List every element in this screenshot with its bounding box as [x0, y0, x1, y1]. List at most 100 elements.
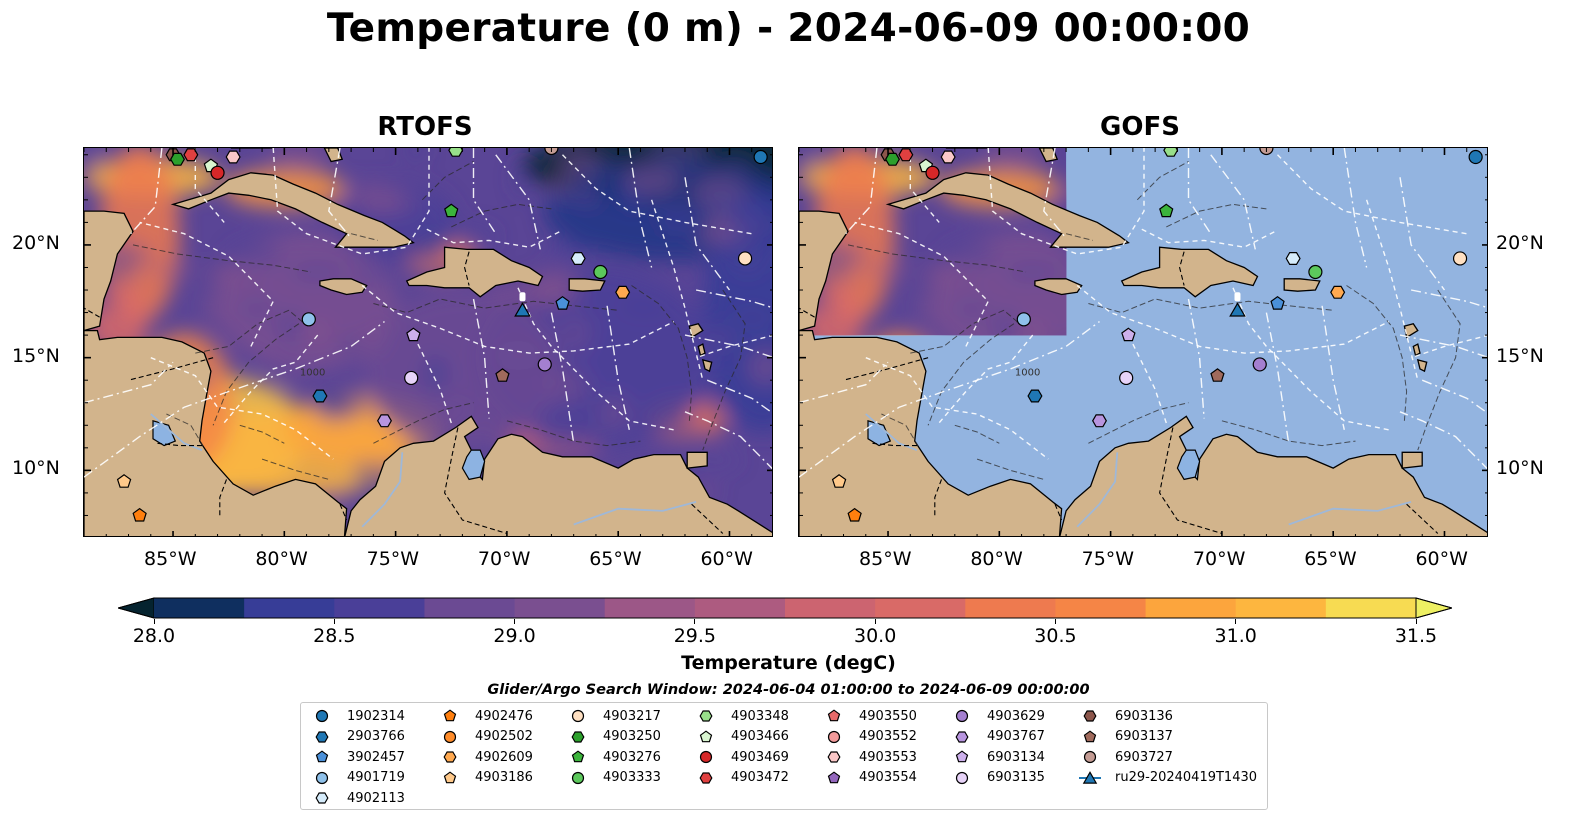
river-0: [1076, 452, 1119, 528]
search-window-text: Glider/Argo Search Window: 2024-06-04 01…: [487, 682, 1090, 698]
gofs-marker-4902609[interactable]: [1330, 285, 1346, 299]
legend-symbol: [571, 709, 585, 723]
rtofs-marker-4903469[interactable]: [210, 165, 225, 180]
land-south-america: [1059, 415, 1487, 536]
country-border-4: [444, 427, 508, 535]
rtofs-map[interactable]: 1000: [83, 147, 773, 537]
rtofs-marker-3902457[interactable]: [555, 295, 570, 310]
gofs-marker-4903333[interactable]: [1308, 264, 1323, 280]
gofs-marker-4903553[interactable]: [940, 150, 956, 164]
gofs-float-markers: [831, 148, 1483, 522]
land-jamaica: [1034, 278, 1083, 296]
gofs-marker-4901719[interactable]: [1016, 312, 1031, 327]
eez-dashdot-line-8: [550, 312, 575, 444]
legend-label: 3902457: [347, 749, 405, 765]
legend-symbol: [1083, 729, 1097, 742]
rtofs-marker-4903217[interactable]: [737, 251, 753, 266]
country-border-2: [219, 479, 228, 516]
rtofs-marker-4902476[interactable]: [132, 507, 147, 522]
legend-symbol: [955, 771, 969, 784]
legend-item: 4903469: [695, 747, 789, 767]
legend-marker-circle-icon: [955, 709, 969, 723]
rtofs-marker-ru29-20240419T1430[interactable]: [514, 302, 531, 317]
eez-dashdot-line-4: [628, 148, 653, 268]
eez-line-6: [517, 287, 674, 431]
legend-symbol: [1083, 710, 1097, 722]
gofs-map[interactable]: 1000: [798, 147, 1488, 537]
eez-line-5: [417, 343, 452, 424]
colorbar-tick-mark: [1415, 619, 1417, 624]
rtofs-marker-4903472[interactable]: [183, 148, 199, 162]
gofs-marker-4903186[interactable]: [831, 474, 847, 488]
legend-marker-pentagon-icon: [699, 729, 713, 742]
gofs-marker-4903629[interactable]: [1252, 357, 1267, 372]
eez-dashdot-line-6: [84, 321, 385, 478]
gofs-marker-4903276[interactable]: [1159, 203, 1174, 218]
gofs-marker-4903469[interactable]: [925, 165, 940, 180]
gofs-marker-1902314[interactable]: [1468, 149, 1483, 165]
colorbar-segment: [1055, 598, 1147, 618]
gofs-marker-4903472[interactable]: [898, 148, 914, 162]
gofs-marker-4902113[interactable]: [1285, 251, 1301, 266]
legend-item: 6903727: [1079, 747, 1173, 767]
rtofs-marker-1902314[interactable]: [753, 149, 768, 165]
gofs-marker-6903137[interactable]: [1210, 368, 1225, 382]
rtofs-marker-4902609[interactable]: [615, 285, 631, 299]
rtofs-lon-tick-label: 60°W: [700, 548, 753, 570]
legend-symbol: [827, 730, 841, 743]
eez-line-7: [426, 228, 561, 248]
legend-label: 4903554: [859, 770, 917, 785]
rtofs-marker-2903766[interactable]: [312, 389, 328, 403]
isobath-5: [1088, 402, 1189, 444]
gofs-marker-6903134[interactable]: [1121, 327, 1136, 342]
gofs-lat-tick-label: 20°N: [1496, 231, 1544, 254]
legend-label: 4903472: [731, 770, 789, 785]
rtofs-marker-4903186[interactable]: [116, 474, 132, 488]
figure-title: Temperature (0 m) - 2024-06-09 00:00:00: [326, 6, 1251, 51]
gofs-marker-3902457[interactable]: [1270, 295, 1285, 310]
gofs-marker-ru29-20240419T1430[interactable]: [1229, 302, 1246, 317]
legend-item: 4903554: [823, 768, 917, 788]
rtofs-marker-6903134[interactable]: [406, 327, 421, 342]
legend-item: 4903333: [567, 768, 661, 788]
rtofs-marker-4903250[interactable]: [170, 152, 185, 166]
rtofs-marker-6903137[interactable]: [495, 368, 510, 382]
eez-dashdot-line-5: [684, 177, 731, 291]
gofs-marker-6903135[interactable]: [1119, 370, 1134, 386]
rtofs-marker-4903553[interactable]: [225, 150, 241, 164]
rtofs-marker-4903348[interactable]: [448, 148, 464, 157]
legend-symbol: [443, 730, 457, 743]
rtofs-marker-4903767[interactable]: [377, 414, 392, 428]
legend-marker-hexagon-icon: [1083, 710, 1097, 722]
colorbar-segment: [334, 598, 425, 618]
legend-marker-pentagon-icon: [571, 750, 585, 763]
legend-item: 4903276: [567, 747, 661, 767]
eez-dashdot-line-0: [130, 148, 163, 235]
rtofs-marker-4903629[interactable]: [537, 357, 552, 372]
rtofs-marker-4902113[interactable]: [570, 251, 586, 266]
rtofs-marker-4903276[interactable]: [444, 203, 459, 218]
colorbar-tick-mark: [153, 619, 155, 624]
rtofs-marker-6903135[interactable]: [404, 370, 419, 386]
eez-dashdot-line-9: [1321, 305, 1345, 430]
gofs-marker-4903348[interactable]: [1163, 148, 1179, 157]
legend-symbol: [827, 709, 841, 722]
rtofs-marker-4903333[interactable]: [593, 264, 608, 280]
eez-dashdot-line-1: [328, 148, 352, 239]
legend-symbol: [699, 710, 713, 722]
gofs-marker-4903250[interactable]: [885, 152, 900, 166]
lake-nicaragua: [152, 420, 177, 447]
gofs-marker-4903217[interactable]: [1452, 251, 1468, 266]
legend-marker-pentagon-icon: [827, 770, 841, 783]
country-border-0: [843, 357, 929, 381]
river-1: [1288, 501, 1412, 526]
legend-label: 6903135: [987, 770, 1045, 785]
legend-label: 4903767: [987, 729, 1045, 744]
legend-label: 4902502: [475, 729, 533, 744]
gofs-marker-2903766[interactable]: [1027, 389, 1043, 403]
legend-item: 6903136: [1079, 706, 1173, 726]
gofs-marker-4902476[interactable]: [847, 507, 862, 522]
rtofs-marker-4901719[interactable]: [301, 312, 316, 327]
gofs-marker-4903767[interactable]: [1092, 414, 1107, 428]
legend-label: 6903136: [1115, 708, 1173, 724]
